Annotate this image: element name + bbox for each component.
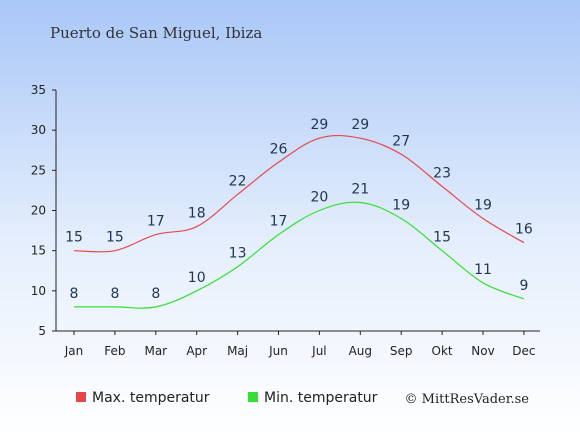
x-tick-label: Nov: [471, 344, 494, 358]
chart-title: Puerto de San Miguel, Ibiza: [50, 24, 262, 42]
data-label-min: 15: [433, 230, 451, 246]
y-tick-label: 5: [38, 324, 46, 338]
x-tick-label: Mar: [144, 344, 167, 358]
axes: 5 10 15 20 25 30 35 Jan Feb Mar Apr Maj Jun Jul Aug Sep…: [31, 83, 540, 358]
data-label-min: 8: [151, 286, 160, 302]
legend-label-max: Max. temperatur: [92, 390, 210, 406]
data-label-max: 29: [351, 117, 369, 133]
data-label-min: 20: [310, 190, 328, 206]
data-label-max: 16: [515, 222, 533, 238]
data-label-max: 19: [474, 198, 492, 214]
x-tick-label: Jul: [311, 344, 326, 358]
data-label-min: 19: [392, 198, 410, 214]
legend: Max. temperatur Min. temperatur: [76, 390, 378, 406]
series-layer: [73, 134, 525, 309]
data-label-max: 26: [270, 141, 288, 157]
y-tick-label: 35: [31, 83, 46, 97]
data-label-min: 13: [229, 246, 247, 262]
data-label-min: 17: [270, 214, 288, 230]
y-tick-label: 10: [31, 284, 46, 298]
legend-label-min: Min. temperatur: [264, 390, 378, 406]
x-tick-label: Maj: [227, 344, 248, 358]
legend-swatch-max: [76, 392, 86, 402]
x-tick-label: Okt: [432, 344, 453, 358]
data-label-max: 27: [392, 133, 410, 149]
x-tick-label: Dec: [512, 344, 535, 358]
data-labels: 15 15 17 18 22 26 29 29 27 23 19 16 8 8 8 10 13 17 20 21 19 1…: [65, 117, 533, 302]
data-label-min: 21: [351, 181, 369, 197]
x-tick-label: Aug: [349, 344, 372, 358]
y-tick-label: 30: [31, 123, 46, 137]
data-label-max: 15: [106, 230, 124, 246]
series-line-min: [73, 201, 525, 309]
x-tick-label: Jan: [64, 344, 84, 358]
y-tick-label: 25: [31, 163, 46, 177]
data-label-max: 23: [433, 165, 451, 181]
data-label-max: 22: [229, 173, 247, 189]
credit-text: © MittResVader.se: [405, 392, 530, 407]
data-label-max: 17: [147, 214, 165, 230]
data-label-max: 15: [65, 230, 83, 246]
data-label-min: 11: [474, 262, 492, 278]
legend-swatch-min: [248, 392, 258, 402]
data-label-min: 10: [188, 270, 206, 286]
x-tick-label: Feb: [104, 344, 125, 358]
data-label-max: 18: [188, 206, 206, 222]
y-tick-label: 20: [31, 204, 46, 218]
series-line-max: [73, 134, 525, 253]
data-label-max: 29: [310, 117, 328, 133]
x-tick-label: Jun: [268, 344, 288, 358]
y-tick-label: 15: [31, 244, 46, 258]
data-label-min: 8: [110, 286, 119, 302]
data-label-min: 9: [519, 278, 528, 294]
data-label-min: 8: [70, 286, 79, 302]
x-tick-label: Sep: [390, 344, 413, 358]
x-tick-label: Apr: [186, 344, 207, 358]
